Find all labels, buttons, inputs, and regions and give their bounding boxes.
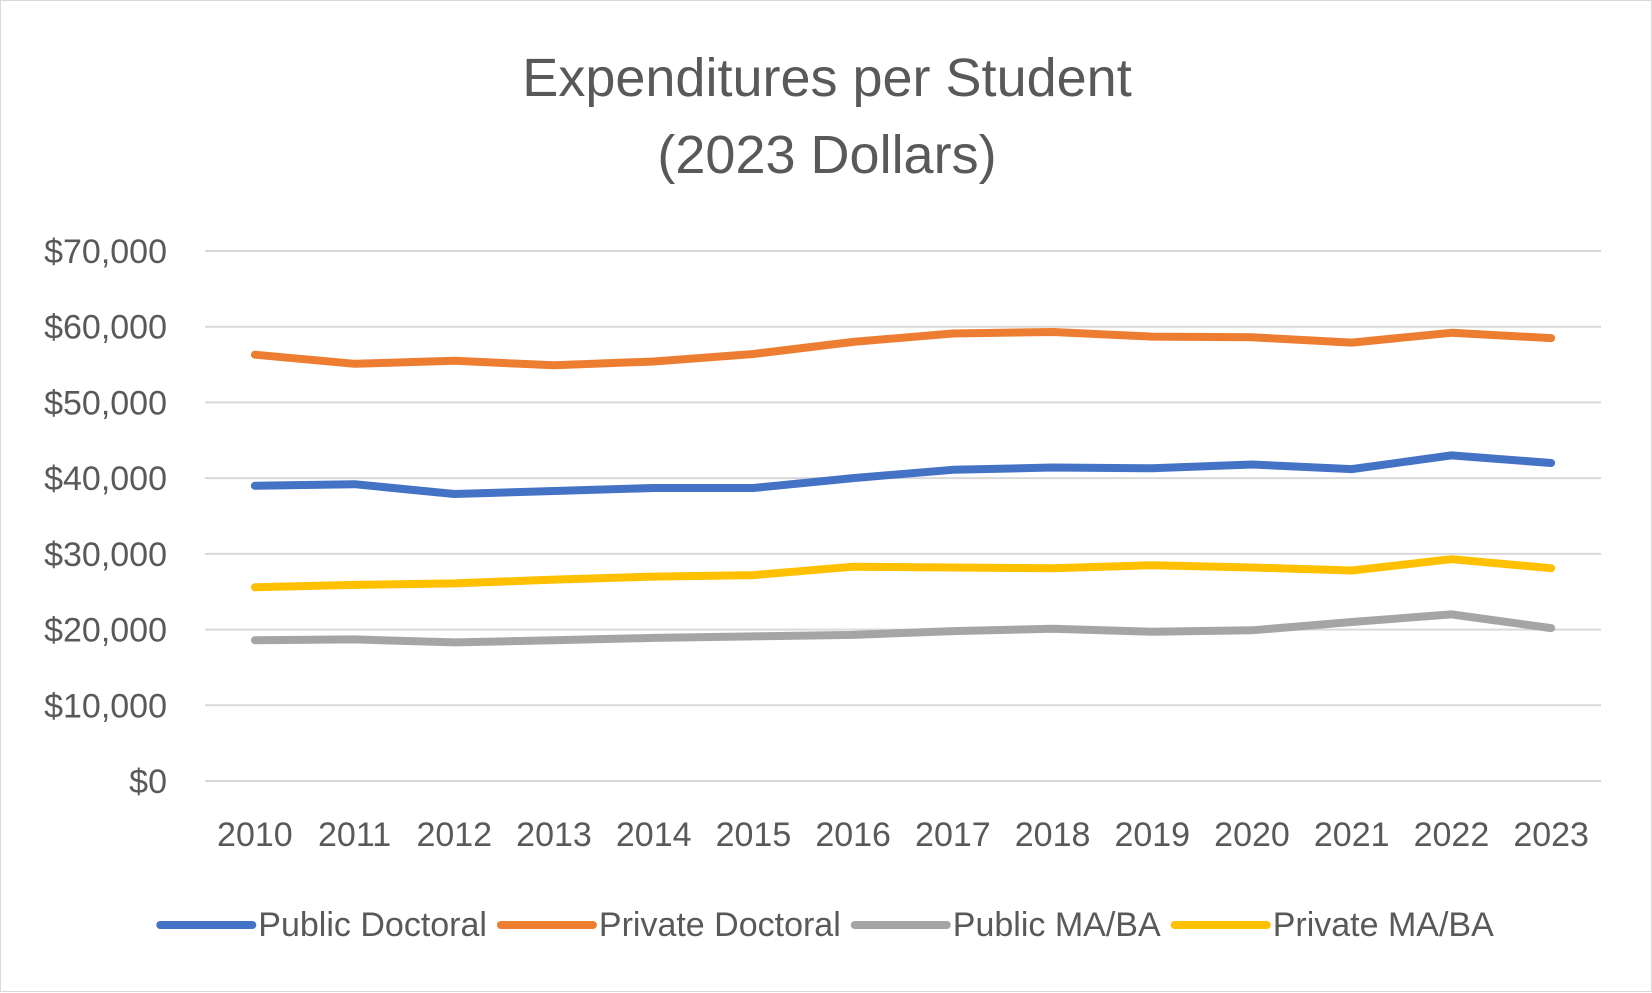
x-tick-label: 2022	[1414, 816, 1490, 854]
x-tick-label: 2014	[616, 816, 692, 854]
y-tick-label: $0	[129, 763, 167, 801]
legend-item: Public Doctoral	[156, 906, 487, 944]
y-tick-label: $50,000	[44, 384, 167, 422]
legend-label: Private MA/BA	[1273, 906, 1494, 944]
y-tick-label: $70,000	[44, 233, 167, 271]
x-tick-label: 2013	[516, 816, 592, 854]
legend-item: Private Doctoral	[496, 906, 841, 944]
legend-item: Public MA/BA	[850, 906, 1161, 944]
x-tick-label: 2023	[1513, 816, 1589, 854]
legend-label: Public Doctoral	[258, 906, 487, 944]
series-lines	[250, 328, 1556, 647]
gridlines	[205, 250, 1601, 782]
x-tick-label: 2017	[915, 816, 991, 854]
legend: Public Doctoral Private Doctoral Public MA…	[156, 906, 1494, 944]
x-tick-label: 2016	[815, 816, 891, 854]
y-tick-label: $30,000	[44, 536, 167, 574]
x-tick-label: 2018	[1015, 816, 1091, 854]
chart-subtitle: (2023 Dollars)	[657, 125, 996, 185]
series-line-public-ma-ba	[250, 610, 1556, 647]
legend-item: Private MA/BA	[1170, 906, 1494, 944]
series-line-private-doctoral	[250, 328, 1556, 370]
legend-label: Private Doctoral	[599, 906, 841, 944]
legend-label: Public MA/BA	[953, 906, 1161, 944]
y-tick-label: $20,000	[44, 612, 167, 650]
y-tick-label: $10,000	[44, 687, 167, 725]
x-tick-label: 2012	[416, 816, 492, 854]
x-tick-label: 2019	[1114, 816, 1190, 854]
x-tick-label: 2020	[1214, 816, 1290, 854]
x-tick-label: 2011	[318, 816, 391, 854]
y-tick-label: $40,000	[44, 460, 167, 498]
y-axis-ticks: $0 $10,000 $20,000 $30,000 $40,000 $50,000 $60…	[44, 233, 167, 801]
series-line-public-doctoral	[250, 451, 1556, 498]
y-tick-label: $60,000	[44, 309, 167, 347]
x-tick-label: 2015	[716, 816, 792, 854]
x-tick-label: 2010	[217, 816, 293, 854]
series-line-private-ma-ba	[250, 555, 1556, 592]
x-axis-ticks: 2010 2011 2012 2013 2014 2015 2016 2017 2018 2019…	[217, 816, 1589, 854]
x-tick-label: 2021	[1314, 816, 1390, 854]
chart-title: Expenditures per Student	[522, 48, 1131, 108]
